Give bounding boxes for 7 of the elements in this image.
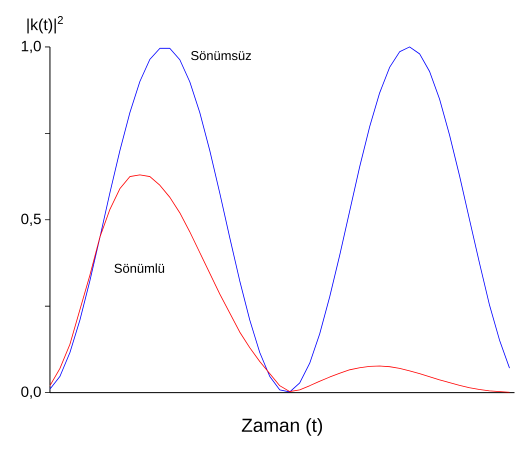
y-tick-label: 0,5 [21,214,41,226]
y-tick-label: 1,0 [22,41,41,54]
series-label: Sönümlü [114,264,164,274]
series-label: Sönümsüz [191,51,251,60]
x-axis-title: Zaman (t) [242,418,322,436]
y-axis-title: |k(t)|$^{2}$ [27,16,63,34]
y-tick-label: 0,0 [21,386,41,399]
